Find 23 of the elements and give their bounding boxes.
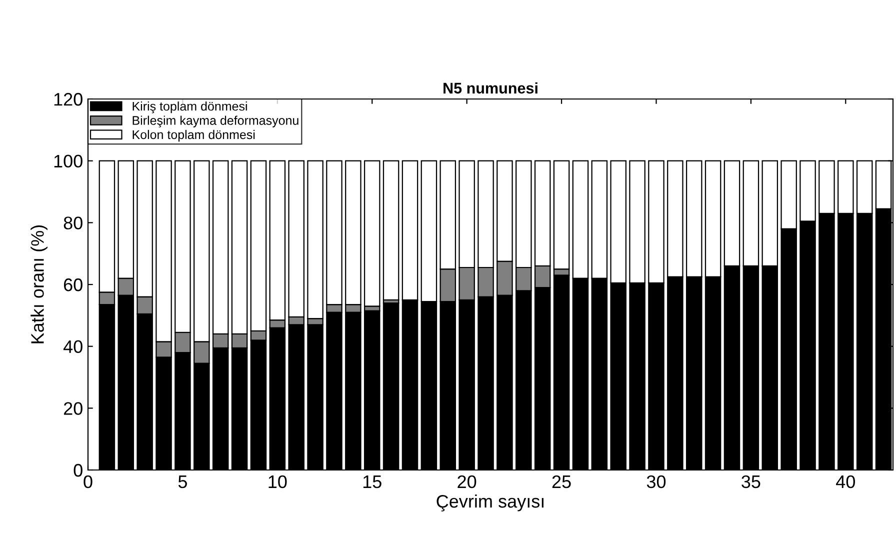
x-axis-title: Çevrim sayısı <box>436 494 544 512</box>
x-tick-label: 15 <box>363 476 382 488</box>
chart-title: N5 numunesi <box>444 82 538 94</box>
bar <box>382 160 400 301</box>
y-tick-label: 80 <box>64 216 82 230</box>
x-tick-label: 25 <box>552 475 571 488</box>
y-tick-label: 100 <box>54 154 82 168</box>
x-tick-label: 10 <box>268 475 287 488</box>
y-tick-label: 120 <box>54 92 82 106</box>
y-tick-label: 40 <box>63 340 82 354</box>
y-tick-label: 60 <box>64 278 82 292</box>
legend-label: Kolon toplam dönmesi <box>132 130 255 142</box>
y-tick-label: 0 <box>74 464 82 477</box>
x-tick-label: 40 <box>836 475 855 488</box>
legend-label: Birleşim kayma deformasyonu <box>132 116 298 128</box>
x-tick-label: 0 <box>84 475 92 488</box>
x-tick-label: 30 <box>646 475 666 488</box>
y-axis-title: Katkı oranı (%) <box>30 225 48 344</box>
x-tick-label: 35 <box>742 475 760 488</box>
y-tick-label: 20 <box>64 402 82 415</box>
x-tick-label: 20 <box>458 475 476 488</box>
x-tick-label: 5 <box>178 476 187 488</box>
legend-label: Kiriş toplam dönmesi <box>132 102 247 114</box>
